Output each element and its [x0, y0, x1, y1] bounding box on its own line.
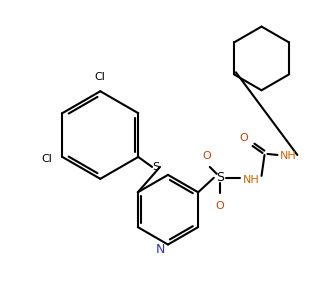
Text: N: N [155, 243, 165, 256]
Text: O: O [239, 133, 248, 143]
Text: S: S [152, 162, 160, 172]
Text: O: O [215, 201, 224, 211]
Text: Cl: Cl [95, 72, 106, 82]
Text: O: O [202, 151, 211, 161]
Text: S: S [216, 171, 224, 184]
Text: Cl: Cl [41, 154, 52, 164]
Text: NH: NH [243, 175, 260, 185]
Text: NH: NH [280, 151, 297, 161]
